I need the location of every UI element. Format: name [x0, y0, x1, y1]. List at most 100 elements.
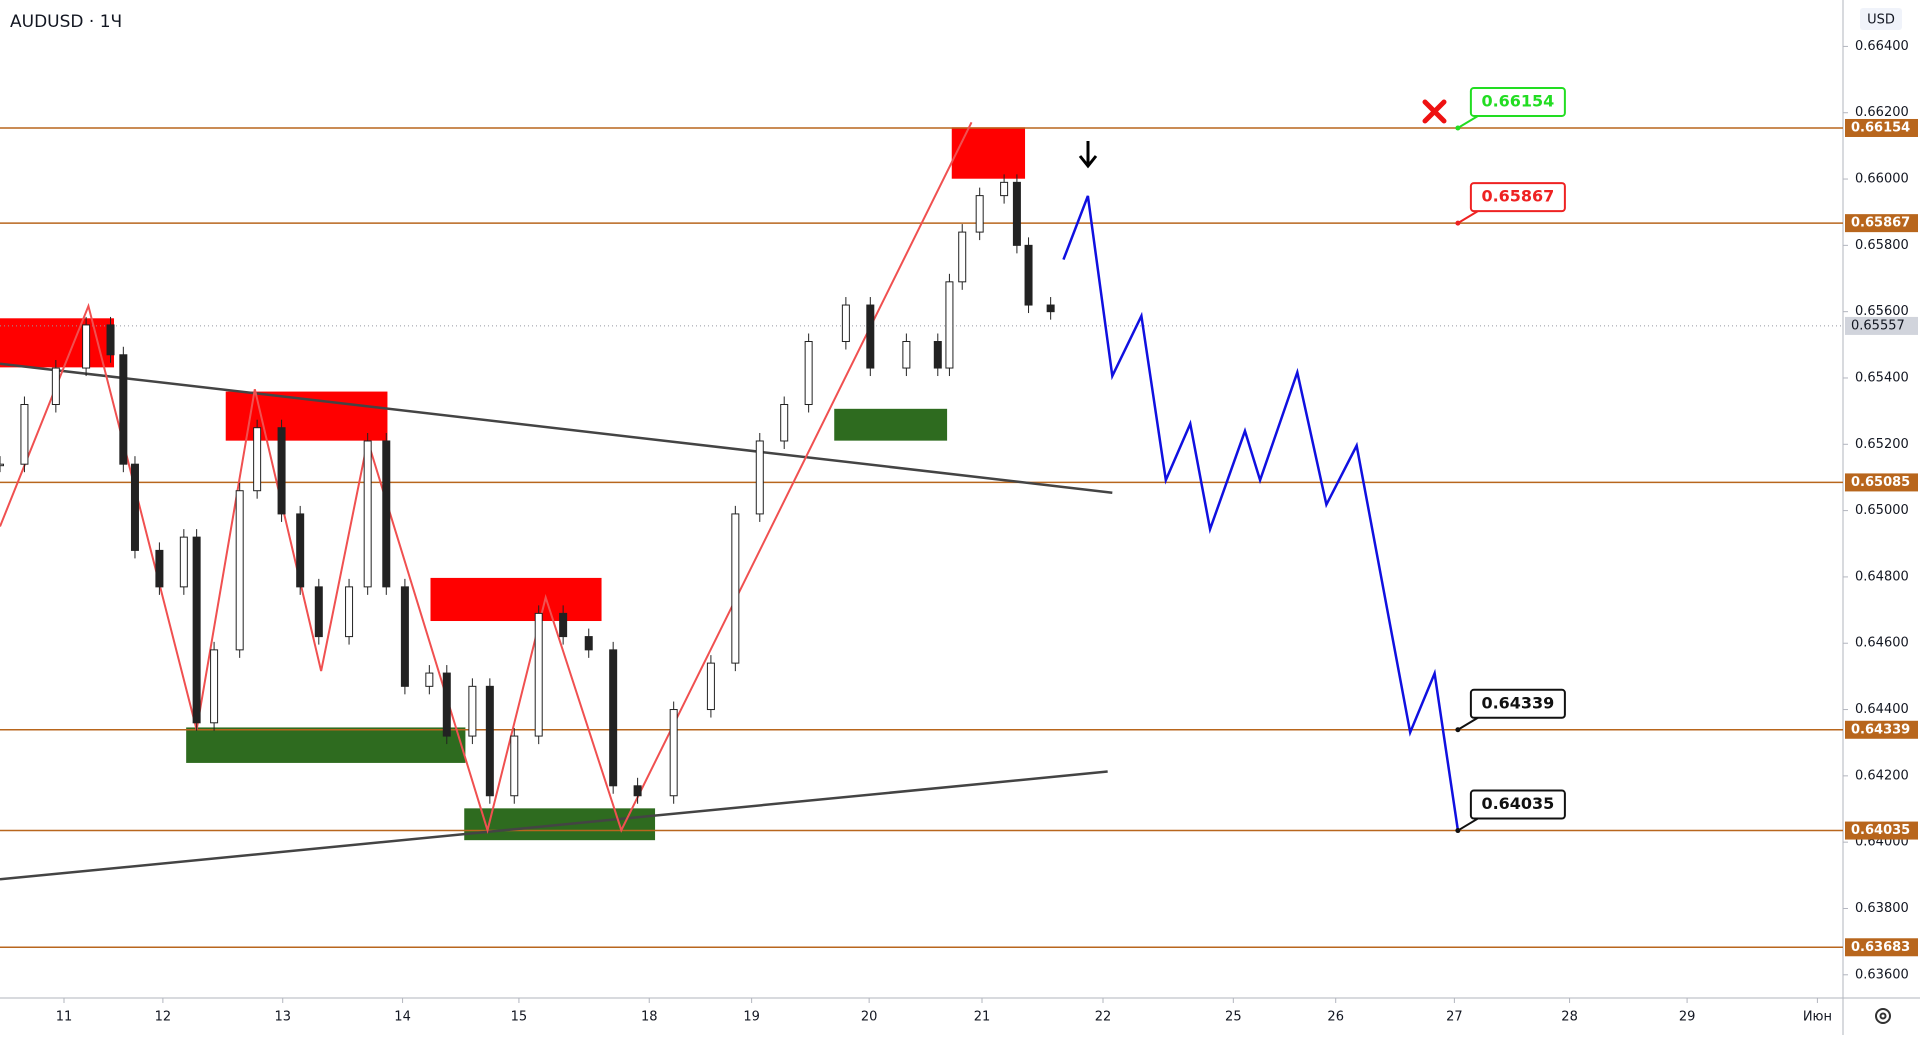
pattern-line — [0, 121, 973, 834]
candle — [559, 612, 568, 638]
y-tick-label: 0.63800 — [1855, 901, 1909, 916]
zone — [0, 318, 115, 368]
last-price-bg — [1845, 316, 1918, 335]
candle — [866, 304, 875, 369]
x-tick-label: 26 — [1327, 1010, 1344, 1025]
candle — [442, 672, 451, 737]
symbol-title: AUDUSD · 1Ч — [10, 12, 122, 32]
callout-label: 0.65867 — [1481, 187, 1554, 206]
x-tick-label: 12 — [155, 1010, 172, 1025]
candle — [534, 612, 543, 737]
y-tick-label: 0.65800 — [1855, 238, 1909, 253]
level-label: 0.64035 — [1851, 823, 1910, 838]
close-marker — [1422, 99, 1447, 124]
callout-pointer — [1457, 716, 1479, 731]
callout-label: 0.64339 — [1481, 693, 1554, 712]
candle — [755, 440, 764, 515]
trendline — [0, 770, 1108, 881]
y-tick-label: 0.64400 — [1855, 702, 1909, 717]
zone — [834, 408, 948, 441]
y-tick-label: 0.64600 — [1855, 636, 1909, 651]
down-arrow — [1078, 141, 1098, 169]
candle — [253, 427, 262, 492]
candle — [296, 513, 305, 588]
candle — [192, 536, 201, 724]
callout-label: 0.64035 — [1481, 794, 1554, 813]
candle — [155, 549, 164, 588]
candle — [510, 735, 519, 797]
candle — [130, 463, 139, 551]
callout-pointer — [1457, 210, 1479, 224]
candle — [485, 685, 494, 797]
candle — [0, 463, 4, 467]
candle — [1046, 304, 1055, 313]
candle — [780, 404, 789, 442]
y-tick-label: 0.66000 — [1855, 172, 1909, 187]
callout-box — [1469, 182, 1566, 213]
candle — [382, 440, 391, 588]
level-label-bg — [1845, 473, 1918, 492]
x-tick-label: 21 — [974, 1010, 991, 1025]
level-label-bg — [1845, 214, 1918, 233]
level-label: 0.65085 — [1851, 475, 1910, 490]
callout-label: 0.66154 — [1481, 91, 1554, 110]
x-tick-label: 29 — [1679, 1010, 1696, 1025]
projection-line — [1062, 195, 1460, 831]
candle — [20, 404, 29, 465]
candle — [106, 324, 115, 356]
candle — [958, 231, 967, 283]
candle — [82, 324, 91, 369]
y-tick-label: 0.63600 — [1855, 967, 1909, 982]
candle — [706, 662, 715, 711]
candle — [902, 341, 911, 369]
candle — [179, 536, 188, 588]
y-tick-label: 0.66400 — [1855, 39, 1909, 54]
candle — [841, 304, 850, 343]
candle — [425, 672, 434, 687]
y-tick-label: 0.64200 — [1855, 768, 1909, 783]
settings-icon[interactable] — [1875, 1008, 1891, 1024]
candle — [731, 513, 740, 664]
candle — [277, 427, 286, 515]
callout-box — [1469, 86, 1566, 117]
level-label-bg — [1845, 821, 1918, 840]
level-label-bg — [1845, 720, 1918, 739]
level-label: 0.65867 — [1851, 216, 1910, 231]
candle — [314, 586, 323, 638]
currency: USD — [1867, 13, 1895, 28]
y-tick-label: 0.64800 — [1855, 569, 1909, 584]
candle — [669, 709, 678, 797]
candle — [1000, 181, 1009, 197]
candle — [468, 685, 477, 737]
x-tick-label: 14 — [394, 1010, 411, 1025]
candle — [119, 354, 128, 465]
level-label: 0.63683 — [1851, 940, 1910, 955]
candle — [210, 649, 219, 724]
callout-pointer — [1457, 817, 1479, 832]
level-label-bg — [1845, 938, 1918, 957]
callout-pointer — [1457, 115, 1479, 129]
x-tick-label: 25 — [1225, 1010, 1242, 1025]
candle — [609, 649, 618, 787]
trendline — [0, 362, 1113, 494]
level-label: 0.66154 — [1851, 120, 1910, 135]
x-tick-label: 28 — [1561, 1010, 1578, 1025]
candle — [363, 440, 372, 588]
candle — [945, 281, 954, 369]
callout-box — [1469, 688, 1566, 719]
currency-box — [1860, 8, 1902, 30]
level-label: 0.64339 — [1851, 722, 1910, 737]
x-tick-label: 11 — [56, 1010, 73, 1025]
candle — [975, 195, 984, 233]
candle — [345, 586, 354, 638]
candle — [1012, 181, 1021, 246]
candle — [933, 341, 942, 369]
x-tick-label: 13 — [274, 1010, 291, 1025]
x-tick-label: 27 — [1446, 1010, 1463, 1025]
zone — [430, 577, 602, 622]
callout-box — [1469, 789, 1566, 820]
zone — [951, 127, 1026, 179]
candle — [584, 636, 593, 651]
y-tick-label: 0.65400 — [1855, 370, 1909, 385]
